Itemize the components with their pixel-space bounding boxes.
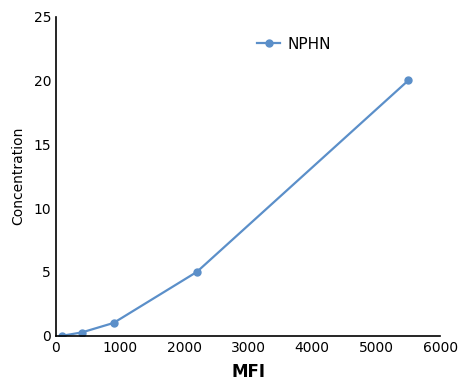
NPHN — [194, 270, 200, 274]
Line: NPHN: NPHN — [59, 77, 412, 339]
Y-axis label: Concentration: Concentration — [11, 127, 25, 225]
NPHN — [111, 321, 116, 325]
NPHN — [79, 330, 84, 335]
NPHN — [60, 333, 65, 338]
NPHN — [406, 78, 411, 83]
Legend: NPHN: NPHN — [251, 31, 337, 58]
X-axis label: MFI: MFI — [231, 363, 265, 381]
